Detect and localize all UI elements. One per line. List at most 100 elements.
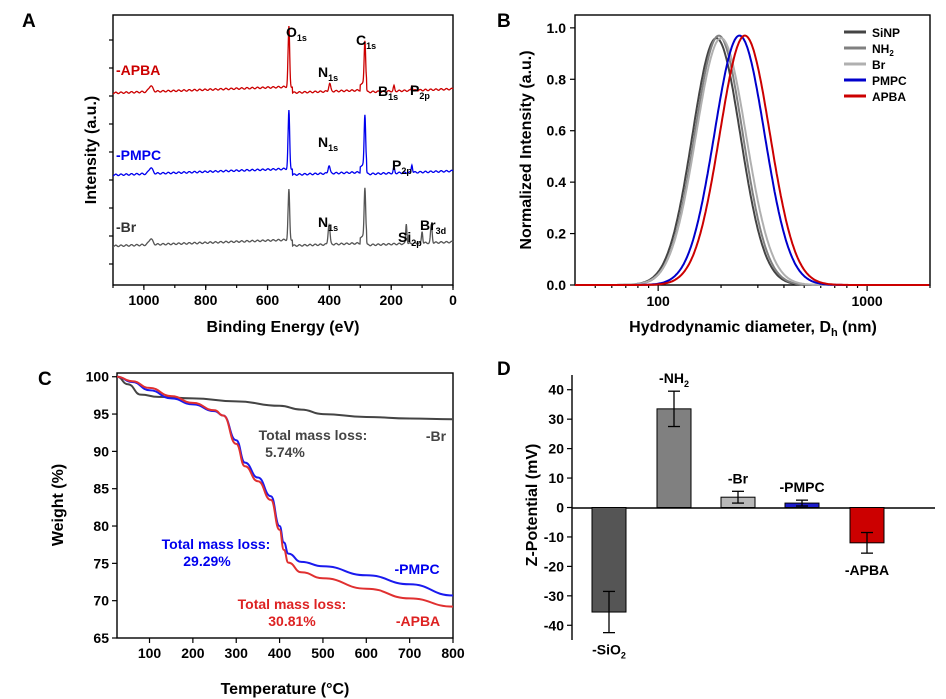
b-x-tick-label: 100 xyxy=(646,293,670,309)
b-y-tick-label: 0.4 xyxy=(547,174,567,190)
b-x-tick-label: 1000 xyxy=(852,293,883,309)
panel-b-x-axis-label: Hydrodynamic diameter, Dh (nm) xyxy=(629,319,877,339)
panel-d-letter: D xyxy=(497,359,511,380)
panel-c-x-axis-label: Temperature (°C) xyxy=(221,681,350,698)
trace-label-br: -Br xyxy=(116,219,137,235)
panel-b-frame xyxy=(574,14,931,286)
panel-b-letter: B xyxy=(497,11,511,32)
d-y-tick-label: 30 xyxy=(548,411,564,427)
panel-a-frame xyxy=(112,14,454,286)
zeta-bar-label: -PMPC xyxy=(779,479,824,495)
legend-label: PMPC xyxy=(872,74,907,88)
c-y-tick-label: 70 xyxy=(93,593,109,609)
trace-label-pmpc: -PMPC xyxy=(116,147,161,163)
peak-label-n1s-apba: N1s xyxy=(318,64,338,83)
spectrum-apba xyxy=(113,25,454,95)
spectrum-br xyxy=(113,187,454,248)
a-x-tick-label: 800 xyxy=(194,292,218,308)
peak-label-p2p-pmpc: P2p xyxy=(392,157,412,176)
d-y-tick-label: -10 xyxy=(544,529,564,545)
peak-label-n1s-pmpc: N1s xyxy=(318,134,338,153)
zeta-bar-label: -Br xyxy=(728,470,749,486)
a-x-tick-label: 0 xyxy=(449,292,457,308)
c-x-tick-label: 400 xyxy=(268,645,292,661)
panel-d-y-axis-label: Z-Potential (mV) xyxy=(524,444,541,567)
panel-c-y-axis-label: Weight (%) xyxy=(50,464,67,546)
c-x-tick-label: 600 xyxy=(355,645,379,661)
spectrum-pmpc xyxy=(113,109,454,177)
peak-label-n1s-br: N1s xyxy=(318,214,338,233)
d-y-tick-label: -40 xyxy=(544,617,564,633)
dls-curve-nh2 xyxy=(575,34,930,286)
peak-label-b1s: B1s xyxy=(378,83,398,102)
c-x-tick-label: 100 xyxy=(138,645,162,661)
annotation-pmpc-line2: 29.29% xyxy=(183,553,231,569)
panel-a-x-axis-label: Binding Energy (eV) xyxy=(207,319,360,336)
peak-label-c1s: C1s xyxy=(356,32,376,51)
a-x-tick-label: 400 xyxy=(318,292,342,308)
peak-label-o1s: O1s xyxy=(286,24,307,43)
panel-c-tga-curves xyxy=(116,375,454,608)
panel-a-letter: A xyxy=(22,11,36,32)
annotation-apba-line1: Total mass loss: xyxy=(238,596,347,612)
tga-curve-apba xyxy=(116,375,454,608)
tga-curve-pmpc xyxy=(116,375,454,597)
c-x-tick-label: 500 xyxy=(311,645,335,661)
b-y-tick-label: 1.0 xyxy=(547,20,567,36)
peak-label-br3d: Br3d xyxy=(420,217,446,236)
panel-c-letter: C xyxy=(38,369,52,390)
legend-label: NH2 xyxy=(872,42,894,58)
legend-label: SiNP xyxy=(872,26,900,40)
panel-a-y-axis-label: Intensity (a.u.) xyxy=(83,96,100,204)
d-y-tick-label: -20 xyxy=(544,558,564,574)
panel-a-y-ticks xyxy=(109,39,113,265)
d-y-tick-label: -30 xyxy=(544,588,564,604)
c-x-tick-label: 700 xyxy=(398,645,422,661)
annotation-br-line2: 5.74% xyxy=(265,444,305,460)
zeta-bar-label: -APBA xyxy=(845,562,889,578)
d-y-tick-label: 20 xyxy=(548,441,564,457)
d-y-tick-label: 40 xyxy=(548,382,564,398)
c-y-tick-label: 85 xyxy=(93,481,109,497)
a-x-tick-label: 200 xyxy=(380,292,404,308)
c-y-tick-label: 80 xyxy=(93,518,109,534)
panel-a: A 1000 800 600 400 200 0 Binding Energy (eV) … xyxy=(22,11,457,336)
annotation-pmpc-line1: Total mass loss: xyxy=(162,536,271,552)
panel-d-y-ticks: 40 30 20 10 0 -10 -20 -30 -40 xyxy=(544,382,572,633)
c-y-tick-label: 100 xyxy=(86,369,110,385)
c-y-tick-label: 65 xyxy=(93,630,109,646)
peak-label-p2p-apba: P2p xyxy=(410,82,430,101)
annotation-br-line1: Total mass loss: xyxy=(259,427,368,443)
panel-a-spectra xyxy=(113,25,454,248)
a-x-tick-label: 1000 xyxy=(128,292,159,308)
c-x-tick-label: 200 xyxy=(181,645,205,661)
c-y-tick-label: 95 xyxy=(93,406,109,422)
panel-b-y-axis-label: Normalized Intensity (a.u.) xyxy=(518,50,535,249)
panel-c-y-ticks: 65 70 75 80 85 90 95 100 xyxy=(86,369,117,646)
legend-label: APBA xyxy=(872,90,906,104)
panel-c-x-ticks: 100 200 300 400 500 600 700 800 xyxy=(138,638,465,661)
d-y-tick-label: 0 xyxy=(556,500,564,516)
b-y-tick-label: 0.6 xyxy=(547,123,567,139)
annotation-apba-series-label: -APBA xyxy=(396,613,440,629)
annotation-pmpc-series-label: -PMPC xyxy=(394,561,439,577)
panel-a-x-ticks: 1000 800 600 400 200 0 xyxy=(112,285,457,308)
panel-c-frame xyxy=(116,372,454,639)
tga-curve-br xyxy=(116,375,454,421)
dls-curve-apba xyxy=(575,34,930,286)
c-x-tick-label: 800 xyxy=(441,645,465,661)
annotation-br-series-label: -Br xyxy=(426,428,447,444)
trace-label-apba: -APBA xyxy=(116,62,160,78)
panel-d: D 40 30 20 10 0 -10 -20 -30 -40 -SiO2 -NH2 -Br -PMP… xyxy=(497,359,935,661)
d-y-tick-label: 10 xyxy=(548,470,564,486)
c-y-tick-label: 90 xyxy=(93,443,109,459)
panel-d-bars: -SiO2 -NH2 -Br -PMPC -APBA xyxy=(591,370,889,661)
peak-label-si2p: Si2p xyxy=(398,229,422,248)
dls-curve-pmpc xyxy=(575,34,930,286)
c-y-tick-label: 75 xyxy=(93,555,109,571)
b-y-tick-label: 0.2 xyxy=(547,226,567,242)
legend-label: Br xyxy=(872,58,886,72)
